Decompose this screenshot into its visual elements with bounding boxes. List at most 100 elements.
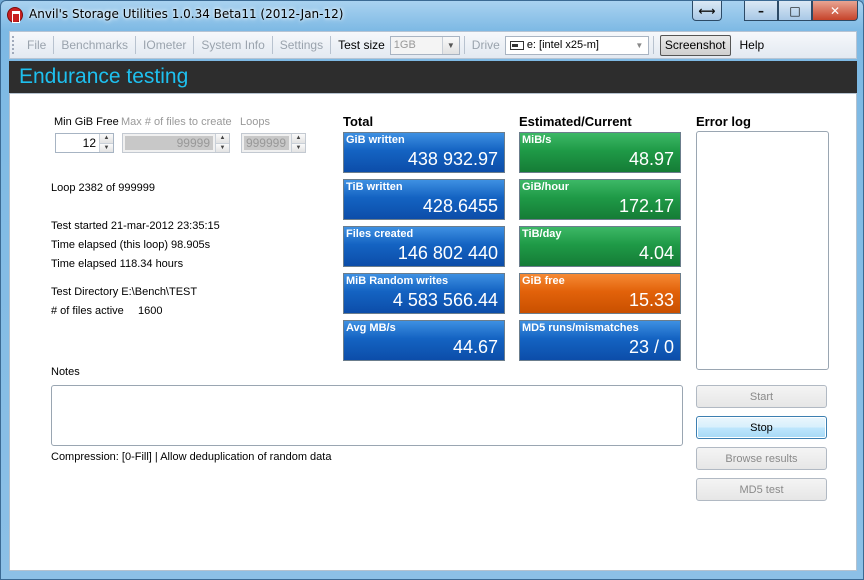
chevron-down-icon[interactable]: ▼ bbox=[292, 142, 305, 152]
toolbar-grip[interactable] bbox=[12, 36, 18, 54]
drive-icon bbox=[509, 40, 524, 50]
menu-system-info[interactable]: System Info bbox=[201, 38, 265, 52]
page-title: Endurance testing bbox=[19, 65, 189, 88]
tile-md5-runs: MD5 runs/mismatches 23 / 0 bbox=[519, 320, 681, 361]
drive-select[interactable]: e: [intel x25-m] ▼ bbox=[504, 35, 649, 55]
min-gib-free-value: 12 bbox=[82, 136, 96, 150]
tile-label: GiB/hour bbox=[522, 181, 570, 193]
chevron-down-icon[interactable]: ▼ bbox=[216, 142, 229, 152]
estimated-heading: Estimated/Current bbox=[519, 114, 632, 129]
tile-tib-written: TiB written 428.6455 bbox=[343, 179, 505, 220]
max-files-value: 99999 bbox=[125, 136, 213, 150]
elapsed-loop: Time elapsed (this loop) 98.905s bbox=[51, 239, 211, 251]
tile-value: 4.04 bbox=[638, 243, 674, 263]
tile-label: MiB/s bbox=[522, 134, 552, 146]
test-size-label: Test size bbox=[338, 38, 385, 52]
tile-value: 146 802 440 bbox=[397, 243, 498, 263]
loop-status: Loop 2382 of 999999 bbox=[51, 182, 155, 194]
max-files-label: Max # of files to create bbox=[121, 116, 232, 128]
tile-value: 4 583 566.44 bbox=[392, 290, 498, 310]
loops-stepper[interactable]: 999999 ▲ ▼ bbox=[241, 133, 306, 153]
start-button[interactable]: Start bbox=[696, 385, 827, 408]
compression-info: Compression: [0-Fill] | Allow deduplicat… bbox=[51, 451, 332, 463]
min-gib-free-label: Min GiB Free bbox=[54, 116, 119, 128]
notes-label: Notes bbox=[51, 366, 80, 378]
separator bbox=[330, 36, 332, 54]
notes-textarea[interactable] bbox=[51, 385, 683, 446]
page-header: Endurance testing bbox=[9, 61, 857, 93]
tile-avg-mbs: Avg MB/s 44.67 bbox=[343, 320, 505, 361]
tile-gib-written: GiB written 438 932.97 bbox=[343, 132, 505, 173]
tile-label: GiB written bbox=[346, 134, 405, 146]
stepper-buttons: ▲ ▼ bbox=[99, 134, 113, 152]
separator bbox=[193, 36, 195, 54]
tile-tib-day: TiB/day 4.04 bbox=[519, 226, 681, 267]
drive-value: e: [intel x25-m] bbox=[526, 39, 599, 51]
menu-file[interactable]: File bbox=[27, 38, 47, 52]
tile-value: 428.6455 bbox=[422, 196, 498, 216]
tile-mibs: MiB/s 48.97 bbox=[519, 132, 681, 173]
close-button[interactable]: ✕ bbox=[812, 1, 858, 21]
menu-help[interactable]: Help bbox=[739, 38, 765, 52]
maximize-button[interactable]: □ bbox=[778, 1, 812, 21]
tile-files-created: Files created 146 802 440 bbox=[343, 226, 505, 267]
test-size-select[interactable]: 1GB ▼ bbox=[389, 35, 460, 55]
test-started: Test started 21-mar-2012 23:35:15 bbox=[51, 220, 220, 232]
tile-label: Avg MB/s bbox=[346, 322, 396, 334]
files-active-label: # of files active bbox=[51, 305, 124, 317]
restore-size-icon[interactable]: ⟷ bbox=[692, 1, 722, 21]
tile-label: MD5 runs/mismatches bbox=[522, 322, 639, 334]
main-panel: Min GiB Free 12 ▲ ▼ Max # of files to cr… bbox=[9, 93, 857, 571]
loops-label: Loops bbox=[240, 116, 270, 128]
chevron-down-icon: ▼ bbox=[441, 36, 459, 54]
tile-label: GiB free bbox=[522, 275, 565, 287]
tile-label: TiB written bbox=[346, 181, 403, 193]
tile-gib-free: GiB free 15.33 bbox=[519, 273, 681, 314]
tile-value: 44.67 bbox=[452, 337, 498, 357]
app-icon bbox=[7, 7, 23, 23]
elapsed-total: Time elapsed 118.34 hours bbox=[51, 258, 184, 270]
tile-label: TiB/day bbox=[522, 228, 562, 240]
minimize-button[interactable]: – bbox=[744, 1, 778, 21]
stepper-buttons: ▲ ▼ bbox=[291, 134, 305, 152]
tile-value: 172.17 bbox=[618, 196, 674, 216]
menu-benchmarks[interactable]: Benchmarks bbox=[61, 38, 129, 52]
min-gib-free-stepper[interactable]: 12 ▲ ▼ bbox=[55, 133, 114, 153]
test-size-value: 1GB bbox=[393, 39, 416, 51]
menu-toolbar: File Benchmarks IOmeter System Info Sett… bbox=[9, 31, 857, 59]
title-bar: Anvil's Storage Utilities 1.0.34 Beta11 … bbox=[1, 1, 863, 29]
menu-settings[interactable]: Settings bbox=[279, 38, 324, 52]
screenshot-button[interactable]: Screenshot bbox=[659, 34, 731, 56]
separator bbox=[463, 36, 465, 54]
chevron-up-icon[interactable]: ▲ bbox=[292, 134, 305, 143]
chevron-down-icon: ▼ bbox=[630, 36, 648, 54]
max-files-stepper[interactable]: 99999 ▲ ▼ bbox=[122, 133, 230, 153]
separator bbox=[135, 36, 137, 54]
test-directory: Test Directory E:\Bench\TEST bbox=[51, 286, 198, 298]
stop-button[interactable]: Stop bbox=[696, 416, 827, 439]
tile-label: Files created bbox=[346, 228, 414, 240]
tile-value: 23 / 0 bbox=[628, 337, 674, 357]
menu-iometer[interactable]: IOmeter bbox=[143, 38, 187, 52]
drive-label: Drive bbox=[471, 38, 500, 52]
separator bbox=[652, 36, 654, 54]
chevron-up-icon[interactable]: ▲ bbox=[216, 134, 229, 143]
files-active-value: 1600 bbox=[138, 305, 163, 317]
tile-mib-random-writes: MiB Random writes 4 583 566.44 bbox=[343, 273, 505, 314]
loops-value: 999999 bbox=[244, 136, 289, 150]
window-title: Anvil's Storage Utilities 1.0.34 Beta11 … bbox=[29, 7, 344, 21]
chevron-up-icon[interactable]: ▲ bbox=[100, 134, 113, 143]
separator bbox=[271, 36, 273, 54]
tile-value: 438 932.97 bbox=[407, 149, 498, 169]
separator bbox=[53, 36, 55, 54]
total-heading: Total bbox=[343, 114, 374, 129]
tile-value: 15.33 bbox=[628, 290, 674, 310]
window-controls: ⟷ – □ ✕ bbox=[692, 1, 858, 21]
error-log-box[interactable] bbox=[696, 131, 829, 370]
md5-test-button[interactable]: MD5 test bbox=[696, 478, 827, 501]
chevron-down-icon[interactable]: ▼ bbox=[100, 142, 113, 152]
browse-results-button[interactable]: Browse results bbox=[696, 447, 827, 470]
stepper-buttons: ▲ ▼ bbox=[215, 134, 229, 152]
tile-gib-hour: GiB/hour 172.17 bbox=[519, 179, 681, 220]
